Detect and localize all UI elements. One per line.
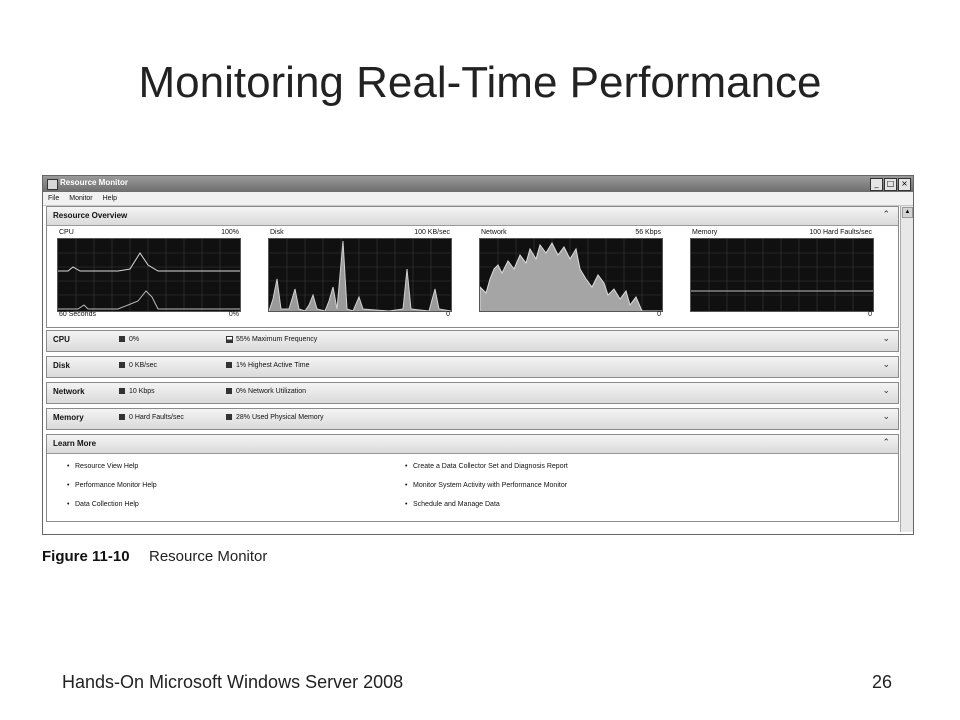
network-graph-label: Network [481,229,507,236]
link-data-collection-help[interactable]: Data Collection Help [75,501,139,508]
resource-overview-header[interactable]: Resource Overview ⌃ [47,207,898,226]
chevron-down-icon[interactable]: ⌄ [882,386,890,396]
network-section-title: Network [53,387,85,396]
network-io-legend [119,388,125,394]
menu-monitor[interactable]: Monitor [69,195,93,202]
disk-graph-area [268,238,452,312]
menu-help[interactable]: Help [102,195,118,202]
network-section[interactable]: Network 10 Kbps 0% Network Utilization ⌄ [46,382,899,404]
memory-graph-max: 100 Hard Faults/sec [809,229,872,236]
main-content: Resource Overview ⌃ CPU 100% [46,206,899,532]
page-number: 26 [872,672,893,692]
disk-graph: Disk 100 KB/sec [260,229,452,319]
disk-graph-label: Disk [270,229,284,236]
resource-overview-panel: Resource Overview ⌃ CPU 100% [46,206,899,328]
cpu-usage-value: 0% [129,336,140,343]
memory-section[interactable]: Memory 0 Hard Faults/sec 28% Used Physic… [46,408,899,430]
network-util-value: 0% Network Utilization [236,388,307,395]
network-graph-area [479,238,663,312]
link-performance-monitor-help[interactable]: Performance Monitor Help [75,482,157,489]
chevron-up-icon[interactable]: ⌃ [882,210,890,220]
learn-more-title: Learn More [53,439,97,448]
disk-active-value: 1% Highest Active Time [236,362,310,369]
link-create-data-collector-set[interactable]: Create a Data Collector Set and Diagnosi… [413,463,568,470]
memory-graph: Memory 100 Hard Faults/sec [682,229,874,319]
chevron-down-icon[interactable]: ⌄ [882,334,890,344]
bullet-icon: • [67,482,70,489]
cpu-frequency-value: 55% Maximum Frequency [236,336,318,343]
maximize-button[interactable]: □ [884,178,897,191]
resource-overview-title: Resource Overview [53,211,128,220]
cpu-section[interactable]: CPU 0% 55% Maximum Frequency ⌄ [46,330,899,352]
memory-section-title: Memory [53,413,84,422]
footer-book-title: Hands-On Microsoft Windows Server 2008 [62,672,404,692]
window-title: Resource Monitor [60,178,129,187]
memory-faults-legend [119,414,125,420]
close-button[interactable]: × [898,178,911,191]
disk-section[interactable]: Disk 0 KB/sec 1% Highest Active Time ⌄ [46,356,899,378]
minimize-button[interactable]: _ [870,178,883,191]
cpu-graph-time: 60 Seconds [59,311,96,318]
figure-number: Figure 11-10 [42,548,130,565]
cpu-section-title: CPU [53,335,70,344]
bullet-icon: • [67,501,70,508]
memory-graph-label: Memory [692,229,718,236]
cpu-frequency-legend [226,336,233,343]
chevron-down-icon[interactable]: ⌄ [882,360,890,370]
disk-io-legend [119,362,125,368]
cpu-graph-min: 0% [228,311,239,318]
cpu-graph: CPU 100% [49,229,241,319]
menu-bar: File Monitor Help [43,192,913,206]
disk-active-legend [226,362,232,368]
memory-faults-value: 0 Hard Faults/sec [129,414,184,421]
figure-caption: Resource Monitor [149,548,268,565]
bullet-icon: • [67,463,70,470]
scroll-up-icon[interactable]: ▲ [902,207,913,218]
link-schedule-manage-data[interactable]: Schedule and Manage Data [413,501,500,508]
cpu-graph-area [57,238,241,312]
disk-graph-min: 0 [446,311,450,318]
memory-graph-min: 0 [868,311,872,318]
memory-graph-area [690,238,874,312]
network-util-legend [226,388,232,394]
bullet-icon: • [405,482,408,489]
slide-title: Monitoring Real-Time Performance [138,58,822,107]
bullet-icon: • [405,501,408,508]
app-icon [47,179,58,190]
network-graph-min: 0 [657,311,661,318]
chevron-down-icon[interactable]: ⌄ [882,412,890,422]
resource-monitor-window: Resource Monitor _ □ × File Monitor Help… [42,175,914,535]
title-bar[interactable]: Resource Monitor _ □ × [43,176,913,192]
network-graph: Network 56 Kbps [471,229,663,319]
vertical-scrollbar[interactable]: ▲ [900,206,913,532]
cpu-graph-label: CPU [59,229,74,236]
cpu-graph-max: 100% [221,229,239,236]
cpu-usage-legend [119,336,125,342]
learn-more-header[interactable]: Learn More ⌃ [47,435,898,454]
chevron-up-icon[interactable]: ⌃ [882,438,890,448]
link-resource-view-help[interactable]: Resource View Help [75,463,139,470]
network-graph-max: 56 Kbps [635,229,661,236]
network-io-value: 10 Kbps [129,388,155,395]
disk-section-title: Disk [53,361,70,370]
disk-graph-max: 100 KB/sec [414,229,450,236]
link-monitor-system-activity[interactable]: Monitor System Activity with Performance… [413,482,568,489]
menu-file[interactable]: File [48,195,60,202]
memory-used-legend [226,414,232,420]
disk-io-value: 0 KB/sec [129,362,158,369]
memory-used-value: 28% Used Physical Memory [236,414,324,421]
bullet-icon: • [405,463,408,470]
learn-more-panel: Learn More ⌃ • Resource View Help • Perf… [46,434,899,522]
